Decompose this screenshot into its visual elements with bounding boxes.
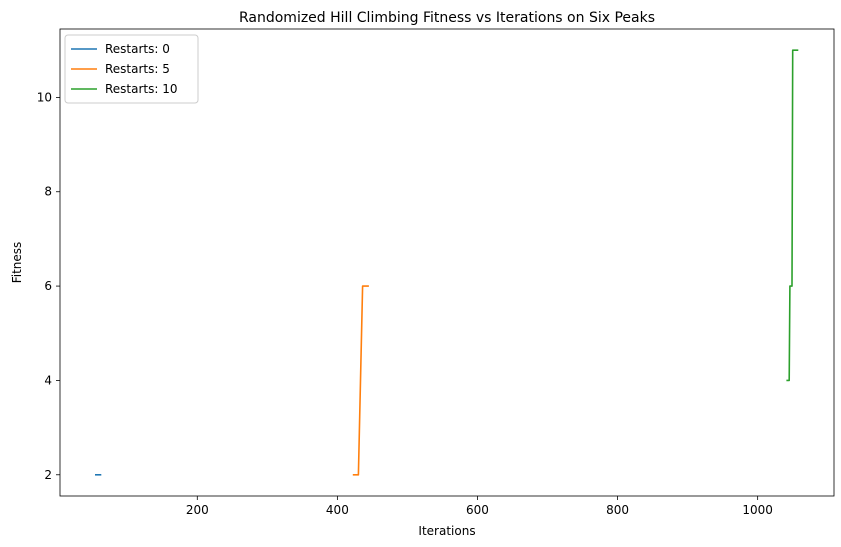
x-tick-label: 1000 — [742, 503, 773, 517]
x-tick-label: 400 — [326, 503, 349, 517]
legend-box — [64, 34, 199, 104]
y-axis-title: Fitness — [10, 242, 24, 284]
y-tick-label: 8 — [44, 185, 52, 199]
legend-label: Restarts: 0 — [105, 42, 170, 56]
legend-label: Restarts: 10 — [105, 82, 178, 96]
x-axis-title: Iterations — [418, 524, 475, 538]
x-tick-label: 800 — [606, 503, 629, 517]
chart-title: Randomized Hill Climbing Fitness vs Iter… — [239, 10, 655, 26]
y-axis-ticks: 2 4 6 8 10 — [37, 90, 60, 482]
y-tick-label: 4 — [44, 373, 52, 387]
legend: Restarts: 0 Restarts: 5 Restarts: 10 — [64, 34, 199, 104]
y-tick-label: 2 — [44, 468, 52, 482]
legend-label: Restarts: 5 — [105, 62, 170, 76]
y-tick-label: 10 — [37, 90, 52, 104]
y-tick-label: 6 — [44, 279, 52, 293]
plot-frame — [59, 28, 835, 497]
plot-lines — [95, 49, 799, 476]
series-line-1 — [352, 285, 369, 476]
x-tick-label: 200 — [186, 503, 209, 517]
x-tick-label: 600 — [466, 503, 489, 517]
x-axis-ticks: 200 400 600 800 1000 — [186, 496, 773, 517]
series-line-2 — [786, 49, 799, 382]
